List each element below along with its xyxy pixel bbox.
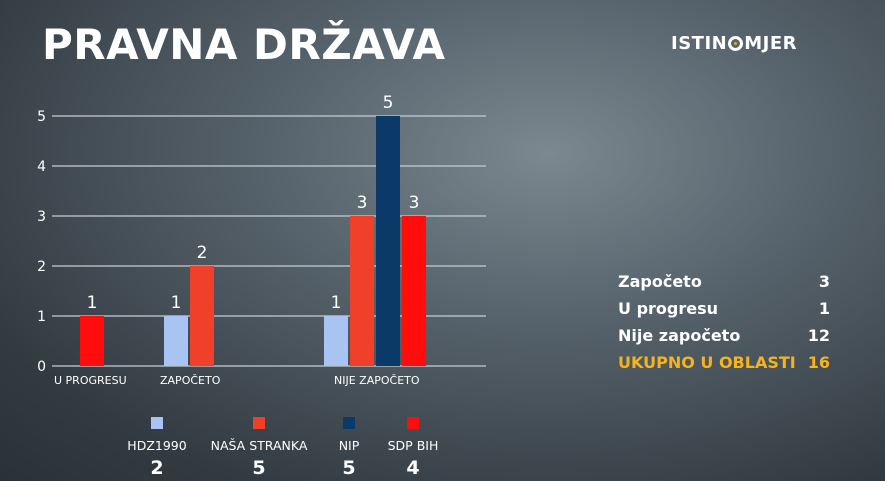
- x-category-label: U PROGRESU: [54, 374, 127, 387]
- legend-swatch: [343, 417, 355, 429]
- summary-label: Nije započeto: [618, 326, 741, 345]
- x-category-label: ZAPOČETO: [160, 374, 221, 387]
- bar-value-label: 1: [331, 293, 342, 313]
- summary-label: Započeto: [618, 272, 702, 291]
- summary-total-value: 16: [807, 353, 830, 372]
- bar-value-label: 5: [383, 93, 394, 113]
- y-tick-label: 1: [37, 309, 46, 325]
- bar-value-label: 1: [87, 293, 98, 313]
- y-tick-label: 2: [37, 259, 46, 275]
- bar: [80, 316, 104, 366]
- y-tick-label: 5: [37, 109, 46, 125]
- legend-series-name: NIP: [339, 438, 360, 453]
- logo-text-right: MJER: [744, 33, 797, 54]
- summary-value: 12: [807, 326, 830, 345]
- logo-text-left: ISTIN: [671, 33, 728, 54]
- legend-series-name: NAŠA STRANKA: [211, 438, 308, 453]
- summary-row-zapoceto: Započeto 3: [618, 268, 830, 295]
- legend-series-name: SDP BIH: [388, 438, 439, 453]
- bar: [402, 216, 426, 366]
- bar-value-label: 3: [357, 193, 368, 213]
- summary-row-nije-zapoceto: Nije započeto 12: [618, 322, 830, 349]
- legend-series-name: HDZ1990: [127, 438, 186, 453]
- bar: [350, 216, 374, 366]
- summary-row-total: UKUPNO U OBLASTI 16: [618, 349, 830, 376]
- bar: [376, 116, 400, 366]
- bar-value-label: 3: [409, 193, 420, 213]
- bar-value-label: 2: [197, 243, 208, 263]
- summary-total-label: UKUPNO U OBLASTI: [618, 353, 796, 372]
- y-tick-label: 0: [37, 359, 46, 375]
- x-category-label: NIJE ZAPOČETO: [334, 374, 420, 387]
- legend-swatch: [407, 417, 419, 429]
- page-title: PRAVNA DRŽAVA: [42, 20, 446, 69]
- summary-row-u-progresu: U progresu 1: [618, 295, 830, 322]
- summary-value: 3: [818, 272, 830, 291]
- legend-swatch: [151, 417, 163, 429]
- bar-value-label: 1: [171, 293, 182, 313]
- summary-table: Započeto 3 U progresu 1 Nije započeto 12…: [618, 268, 830, 376]
- legend-series-total: 4: [406, 457, 419, 479]
- bar: [324, 316, 348, 366]
- istinomjer-logo: ISTIN MJER: [671, 33, 797, 54]
- y-tick-label: 4: [37, 159, 46, 175]
- target-o-icon: [728, 36, 744, 51]
- summary-value: 1: [818, 299, 830, 318]
- summary-label: U progresu: [618, 299, 719, 318]
- legend-swatch: [253, 417, 265, 429]
- legend-series-total: 2: [150, 457, 163, 479]
- bar: [190, 266, 214, 366]
- legend-series-total: 5: [252, 457, 265, 479]
- bar: [164, 316, 188, 366]
- y-tick-label: 3: [37, 209, 46, 225]
- legend-series-total: 5: [342, 457, 355, 479]
